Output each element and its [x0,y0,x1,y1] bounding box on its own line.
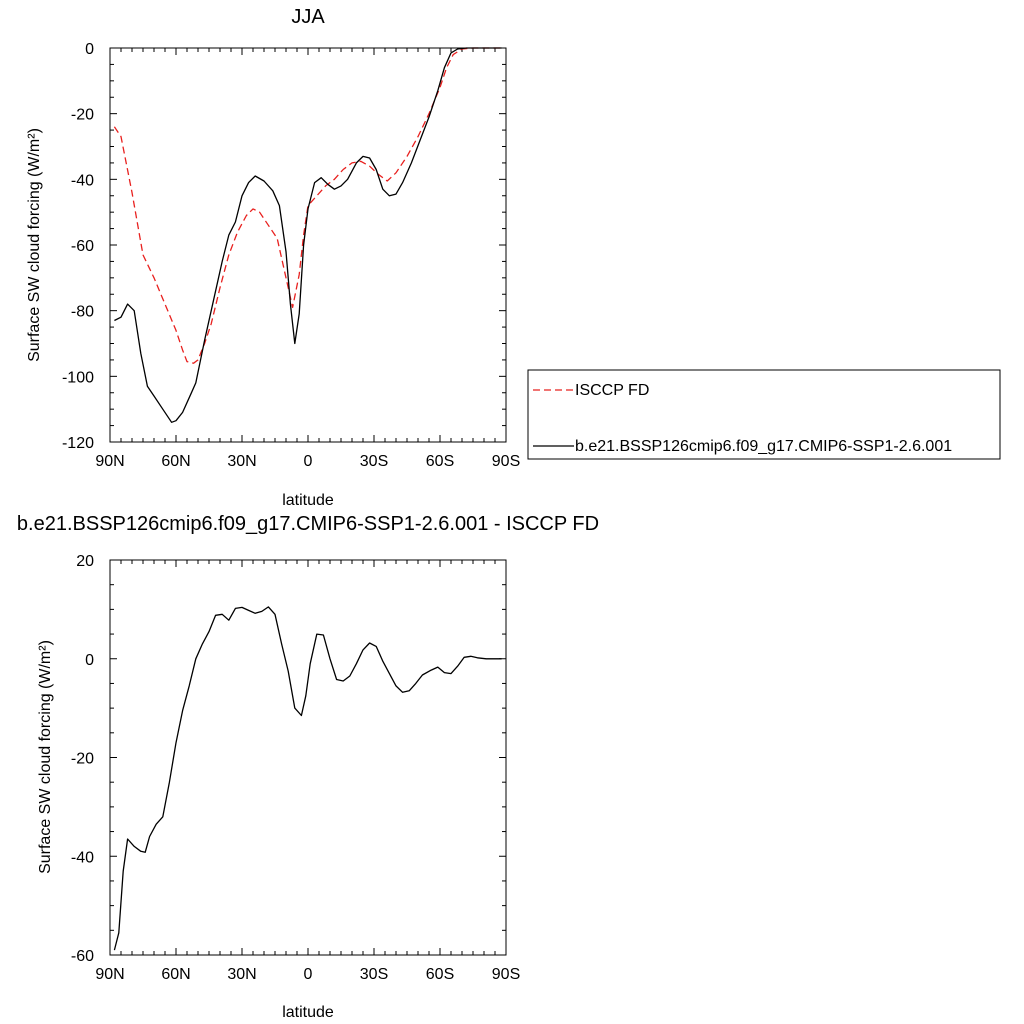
chart-top-y-tick-label: 0 [85,41,94,58]
chart-top-x-axis-label: latitude [282,492,334,509]
chart-bottom-title: b.e21.BSSP126cmip6.f09_g17.CMIP6-SSP1-2.… [17,513,599,535]
chart-bottom-frame [109,559,507,956]
chart-top-y-tick-label: -100 [62,369,94,386]
chart-bottom-x-tick-label: 90S [492,966,520,983]
chart-bottom-y-tick-label: -20 [71,751,94,768]
chart-bottom-x-tick-label: 30N [227,966,256,983]
chart-top-series-line-1 [114,47,502,423]
chart-top-legend: ISCCP FD b.e21.BSSP126cmip6.f09_g17.CMIP… [527,369,1001,460]
chart-top-y-tick-label: -60 [71,238,94,255]
chart-top-series-line-0 [113,47,502,364]
chart-bottom-y-axis-label: Surface SW cloud forcing (W/m²) [37,640,54,874]
chart-top-y-tick-label: -20 [71,107,94,124]
chart-top-x-tick-label: 60S [426,453,454,470]
chart-top-plot-area: 90N 60N 30N 0 30S 60S 90S 0 -20 -40 -60 -80 -100 -120 [62,41,520,470]
chart-bottom-x-tick-label: 30S [360,966,388,983]
chart-bottom-y-tick-label: 20 [76,553,94,570]
chart-top-y-tick-label: -120 [62,435,94,452]
chart-bottom-y-tick-label: -40 [71,849,94,866]
chart-bottom-x-axis-label: latitude [282,1004,334,1021]
chart-top: JJA 90N 60N 30N 0 30S 60S 90S 0 -20 -40 -60 -80 -100… [26,6,1001,509]
legend-box [527,369,1001,460]
chart-top-x-tick-label: 90N [95,453,124,470]
legend-label-isccp: ISCCP FD [575,382,649,399]
chart-bottom-series-line-0 [113,606,502,951]
chart-bottom: b.e21.BSSP126cmip6.f09_g17.CMIP6-SSP1-2.… [17,513,599,1021]
chart-bottom-y-tick-label: -60 [71,948,94,965]
legend-label-model: b.e21.BSSP126cmip6.f09_g17.CMIP6-SSP1-2.… [575,438,952,455]
chart-bottom-x-tick-label: 0 [304,966,313,983]
chart-top-y-tick-label: -40 [71,172,94,189]
chart-top-y-tick-label: -80 [71,304,94,321]
chart-top-x-tick-label: 30S [360,453,388,470]
chart-bottom-x-tick-label: 90N [95,966,124,983]
chart-top-frame [109,47,507,443]
chart-top-x-tick-label: 0 [304,453,313,470]
chart-top-x-tick-label: 30N [227,453,256,470]
chart-top-x-tick-label: 60N [161,453,190,470]
chart-top-x-tick-label: 90S [492,453,520,470]
chart-top-title: JJA [291,6,325,28]
chart-bottom-x-tick-label: 60N [161,966,190,983]
chart-bottom-y-tick-label: 0 [85,652,94,669]
chart-top-y-axis-label: Surface SW cloud forcing (W/m²) [26,128,43,362]
chart-bottom-x-tick-label: 60S [426,966,454,983]
chart-bottom-plot-area: 90N 60N 30N 0 30S 60S 90S 20 0 -20 -40 -60 [71,553,520,983]
